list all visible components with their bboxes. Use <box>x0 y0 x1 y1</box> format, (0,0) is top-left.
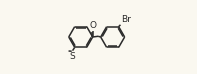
Text: S: S <box>69 52 75 61</box>
Text: Br: Br <box>121 15 131 24</box>
Text: O: O <box>89 21 96 30</box>
